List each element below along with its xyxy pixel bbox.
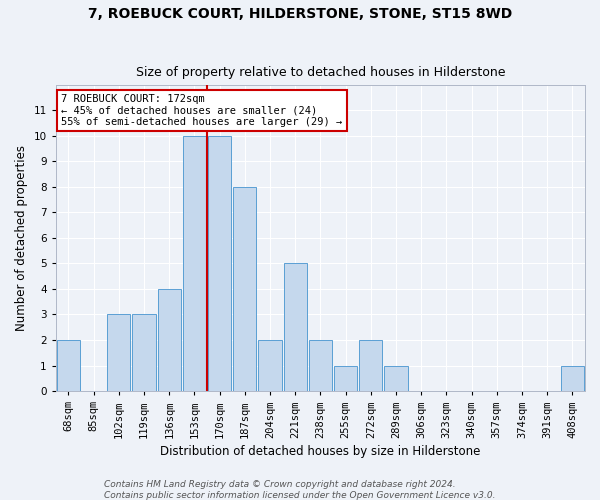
Text: Contains HM Land Registry data © Crown copyright and database right 2024.
Contai: Contains HM Land Registry data © Crown c… <box>104 480 496 500</box>
Bar <box>284 264 307 391</box>
Bar <box>158 289 181 391</box>
Bar <box>359 340 382 391</box>
Bar <box>259 340 281 391</box>
Bar <box>107 314 130 391</box>
Text: 7 ROEBUCK COURT: 172sqm
← 45% of detached houses are smaller (24)
55% of semi-de: 7 ROEBUCK COURT: 172sqm ← 45% of detache… <box>61 94 343 127</box>
Bar <box>208 136 231 391</box>
Text: 7, ROEBUCK COURT, HILDERSTONE, STONE, ST15 8WD: 7, ROEBUCK COURT, HILDERSTONE, STONE, ST… <box>88 8 512 22</box>
Bar <box>334 366 357 391</box>
Title: Size of property relative to detached houses in Hilderstone: Size of property relative to detached ho… <box>136 66 505 80</box>
Bar <box>385 366 407 391</box>
Bar <box>133 314 155 391</box>
Bar <box>183 136 206 391</box>
Bar <box>309 340 332 391</box>
Y-axis label: Number of detached properties: Number of detached properties <box>15 145 28 331</box>
X-axis label: Distribution of detached houses by size in Hilderstone: Distribution of detached houses by size … <box>160 444 481 458</box>
Bar <box>57 340 80 391</box>
Bar <box>233 187 256 391</box>
Bar <box>561 366 584 391</box>
